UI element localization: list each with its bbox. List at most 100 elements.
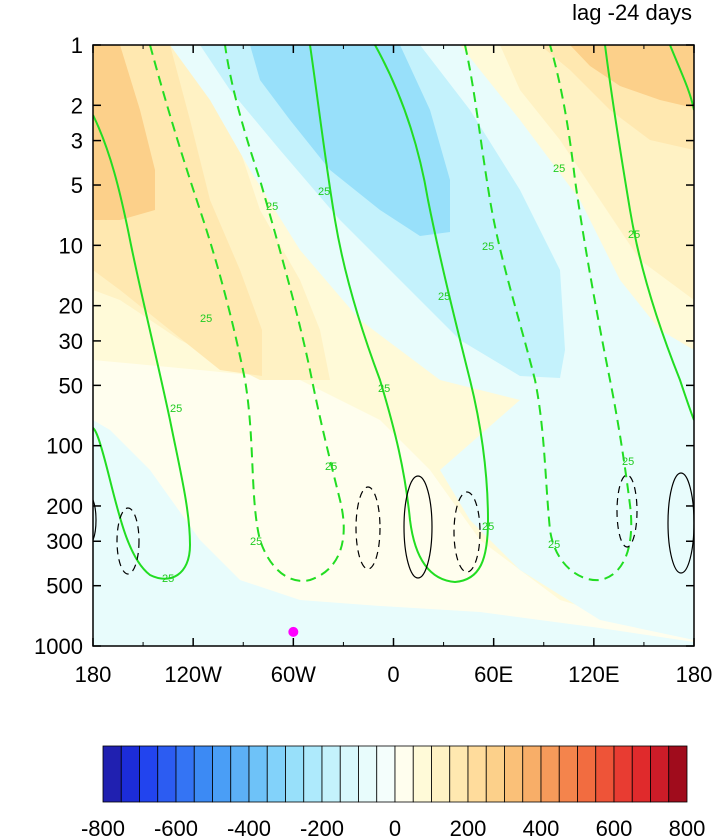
- colorbar-tick-label: 800: [669, 816, 706, 838]
- x-tick-label: 180: [75, 662, 112, 687]
- contour-label: 25: [378, 383, 390, 395]
- contour-labels: 25 25 25 25 25 25 25 25 25 25 25 25 25 2…: [162, 163, 640, 585]
- y-tick-label: 1000: [34, 634, 83, 659]
- y-tick-label: 100: [46, 434, 83, 459]
- contour-label: 25: [318, 186, 330, 198]
- colorbar-box: [139, 745, 159, 803]
- colorbar-tick-label: 0: [389, 816, 401, 838]
- colorbar-box: [631, 745, 651, 803]
- shade-negative-low-left: [93, 420, 694, 646]
- colorbar-tick-label: -800: [81, 816, 125, 838]
- green-contour-dashed-2: [464, 45, 633, 582]
- colorbar-box: [650, 745, 670, 803]
- colorbar-box: [248, 745, 268, 803]
- x-tick-label: 0: [387, 662, 399, 687]
- x-axis: 180 120W 60W 0 60E 120E 180: [75, 45, 713, 687]
- lag-title: lag -24 days: [572, 0, 692, 25]
- colorbar-tick-label: -400: [227, 816, 271, 838]
- colorbar-box: [102, 745, 122, 803]
- colorbar-tick-label: -600: [154, 816, 198, 838]
- y-tick-label: 20: [59, 294, 83, 319]
- colorbar-box: [613, 745, 633, 803]
- y-tick-label: 30: [59, 329, 83, 354]
- shade-positive-low: [93, 360, 694, 646]
- contour-label: 25: [250, 536, 262, 548]
- green-contours: [93, 45, 694, 584]
- black-contour-edge: [93, 499, 97, 541]
- contour-label: 25: [162, 573, 174, 585]
- black-contour-solid: [403, 475, 433, 579]
- colorbar-box: [358, 745, 378, 803]
- colorbar-box: [540, 745, 560, 803]
- contour-label: 25: [622, 456, 634, 468]
- y-tick-label: 2: [71, 93, 83, 118]
- contour-label: 25: [548, 539, 560, 551]
- shade-positive-left-3: [93, 45, 155, 220]
- colorbar-box: [668, 745, 688, 803]
- y-tick-label: 1: [71, 33, 83, 58]
- colorbar-box: [431, 745, 451, 803]
- contour-label: 25: [438, 291, 450, 303]
- y-tick-label: 50: [59, 373, 83, 398]
- contour-label: 25: [482, 521, 494, 533]
- colorbar-box: [266, 745, 286, 803]
- colorbar-box: [285, 745, 305, 803]
- colorbar-tick-label: -200: [300, 816, 344, 838]
- colorbar-box: [412, 745, 432, 803]
- colorbar-box: [321, 745, 341, 803]
- x-tick-label: 60E: [474, 662, 513, 687]
- colorbar-box: [339, 745, 359, 803]
- green-contour-solid-3: [604, 45, 694, 421]
- green-contour-solid-1: [93, 114, 192, 580]
- y-tick-label: 10: [59, 233, 83, 258]
- black-contour-solid: [667, 472, 694, 574]
- colorbar-labels: -800 -600 -400 -200 0 200 400 600 800: [81, 816, 705, 838]
- colorbar-box: [522, 745, 542, 803]
- x-tick-label: 180: [676, 662, 713, 687]
- black-contour-dashed: [616, 474, 638, 548]
- contour-label: 25: [325, 461, 337, 473]
- marker-dot: [288, 626, 299, 637]
- colorbar-box: [504, 745, 524, 803]
- green-contour-dashed-1: [149, 45, 345, 582]
- colorbar-box: [558, 745, 578, 803]
- shade-negative-low-right: [440, 380, 694, 640]
- y-tick-label: 5: [71, 173, 83, 198]
- contour-label: 25: [266, 201, 278, 213]
- x-tick-label: 60W: [271, 662, 316, 687]
- colorbar-tick-label: 600: [596, 816, 633, 838]
- y-tick-label: 300: [46, 529, 83, 554]
- x-tick-label: 120W: [164, 662, 222, 687]
- colorbar-box: [485, 745, 505, 803]
- colorbar-box: [303, 745, 323, 803]
- x-tick-label: 120E: [568, 662, 619, 687]
- colorbar-box: [394, 745, 414, 803]
- shade-positive-right-3: [570, 45, 694, 108]
- colorbar-box: [467, 745, 487, 803]
- black-contour-dashed: [116, 507, 140, 575]
- colorbar-box: [376, 745, 396, 803]
- contour-label: 25: [200, 313, 212, 325]
- colorbar: [102, 745, 688, 803]
- colorbar-box: [175, 745, 195, 803]
- contour-label: 25: [170, 403, 182, 415]
- y-tick-label: 500: [46, 574, 83, 599]
- black-contour-dashed: [355, 486, 381, 570]
- colorbar-box: [157, 745, 177, 803]
- y-axis: 1 2 3 5 10 20 30 50 100 200 300 500 1000: [34, 33, 694, 659]
- colorbar-box: [193, 745, 213, 803]
- colorbar-box: [577, 745, 597, 803]
- contour-label: 25: [628, 229, 640, 241]
- green-contour-solid-4: [669, 45, 694, 111]
- black-contours: [93, 472, 694, 579]
- green-contour-solid-2: [309, 45, 490, 584]
- black-contour-dashed: [453, 491, 481, 573]
- colorbar-box: [212, 745, 232, 803]
- colorbar-tick-label: 400: [523, 816, 560, 838]
- shade-negative-mid-3: [250, 45, 450, 236]
- colorbar-tick-label: 200: [450, 816, 487, 838]
- colorbar-box: [449, 745, 469, 803]
- y-tick-label: 3: [71, 129, 83, 154]
- y-tick-label: 200: [46, 494, 83, 519]
